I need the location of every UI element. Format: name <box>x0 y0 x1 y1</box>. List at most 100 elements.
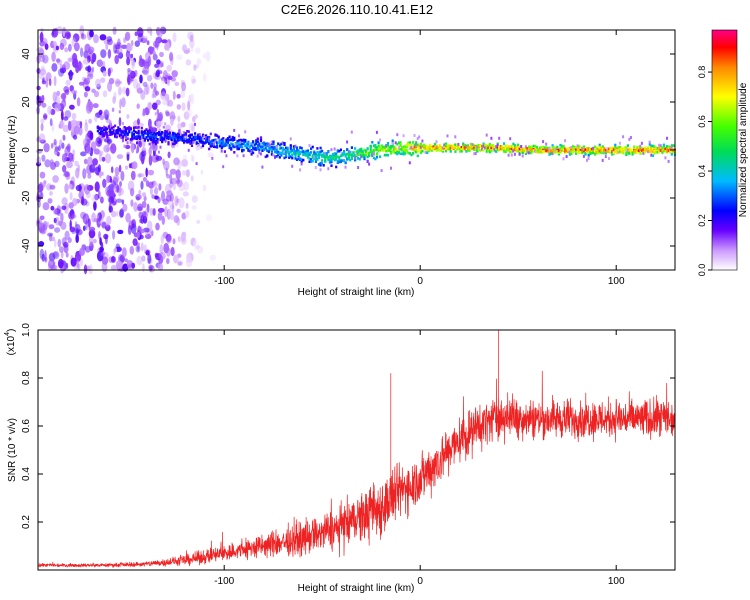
spectrogram-cell <box>219 139 222 142</box>
spectrogram-cell <box>104 153 112 164</box>
spectrogram-cell <box>110 131 114 134</box>
spectrogram-cell <box>42 54 49 64</box>
spectrogram-cell <box>47 198 53 204</box>
spectrogram-cell <box>590 149 593 153</box>
spectrogram-cell <box>622 148 625 151</box>
spectrogram-cell <box>658 143 661 147</box>
spectrogram-cell <box>642 150 645 153</box>
spectrogram-cell <box>473 146 476 149</box>
spectrogram-cell <box>297 149 300 152</box>
spectrogram-cell <box>188 94 192 103</box>
spectrogram-cell <box>155 222 160 231</box>
spectrogram-cell <box>109 120 112 124</box>
spectrogram-cell <box>275 155 278 158</box>
spectrogram-cell <box>418 144 421 148</box>
spectrogram-cell <box>104 126 107 130</box>
spectrogram-cell <box>114 55 118 63</box>
spectrogram-cell <box>208 135 211 139</box>
spectrogram-cell <box>397 146 400 150</box>
spectrogram-cell <box>113 44 117 54</box>
spectrogram-cell <box>321 159 324 162</box>
spectrogram-cell <box>300 158 303 161</box>
spectrogram-cell <box>372 151 375 155</box>
spectrogram-cell <box>562 145 565 148</box>
spectrogram-cell <box>122 247 127 258</box>
spectrogram-cell <box>105 114 109 121</box>
spectrogram-cell <box>100 196 104 204</box>
spectrogram-cell <box>137 32 144 43</box>
spectrogram-cell <box>208 137 211 141</box>
spectrogram-cell <box>280 154 283 157</box>
spectrogram-cell <box>93 238 97 244</box>
spectrogram-cell <box>493 145 496 148</box>
spectrogram-cell <box>140 133 143 136</box>
spectrogram-cell <box>297 151 300 154</box>
spectrogram-cell <box>64 183 69 194</box>
spectrogram-cell <box>82 58 90 65</box>
spectrogram-cell <box>484 146 487 150</box>
spectrogram-cell <box>162 158 165 165</box>
spectrogram-cell <box>310 160 313 163</box>
spectrogram-cell <box>123 133 126 136</box>
spectrogram-cell <box>633 146 636 150</box>
spectrogram-cell <box>509 145 512 148</box>
spectrogram-cell <box>184 139 187 143</box>
spectrogram-cell <box>79 121 83 129</box>
spectrogram-cell <box>575 152 578 155</box>
spectrogram-cell <box>244 130 247 134</box>
spectrogram-cell <box>662 143 665 147</box>
spectrogram-cell <box>597 148 600 151</box>
spectrogram-cell <box>457 147 460 150</box>
spectrogram-cell <box>272 153 275 157</box>
spectrogram-cell <box>61 142 65 149</box>
spectrogram-cell <box>481 147 483 151</box>
spectrogram-cell <box>386 143 390 147</box>
spectrogram-cell <box>568 150 571 154</box>
spectrogram-cell <box>121 137 125 140</box>
spectrogram-cell <box>266 142 269 145</box>
spectrogram-cell <box>476 144 479 148</box>
spectrogram-cell <box>118 127 121 131</box>
spectrogram-cell <box>233 151 236 154</box>
spectrogram-cell <box>449 150 452 153</box>
spectrogram-cell <box>526 150 529 154</box>
spectrogram-cell <box>266 144 269 148</box>
spectrogram-cell <box>358 152 361 156</box>
spectrogram-cell <box>354 158 357 161</box>
spectrogram-cell <box>604 155 607 159</box>
spectrogram-cell <box>203 53 207 59</box>
spectrogram-cell <box>121 135 125 138</box>
spectrogram-cell <box>343 159 346 163</box>
spectrogram-cell <box>211 156 214 160</box>
spectrogram-cell <box>386 153 390 157</box>
spectrogram-cell <box>93 148 100 155</box>
spectrogram-cell <box>68 69 73 81</box>
spectrogram-cell <box>539 149 542 152</box>
spectrogram-cell <box>281 141 284 145</box>
spectrogram-cell <box>499 147 502 150</box>
spectrogram-cell <box>195 135 198 139</box>
spectrogram-cell <box>161 39 168 44</box>
spectrogram-cell <box>135 196 140 201</box>
spectrogram-cell <box>600 149 603 152</box>
spectrogram-cell <box>234 143 237 147</box>
spectrogram-cell <box>382 145 385 149</box>
spectrogram-cell <box>604 152 607 155</box>
spectrogram-cell <box>61 99 67 108</box>
spectrogram-cell <box>152 102 158 110</box>
spectrogram-cell <box>499 145 502 148</box>
spectrogram-cell <box>167 142 170 146</box>
spectrogram-cell <box>241 142 244 146</box>
spectrogram-cell <box>363 148 366 152</box>
spectrogram-cell <box>582 154 585 158</box>
spectrogram-y-tick-label: 0 <box>21 147 32 153</box>
spectrogram-cell <box>250 142 253 145</box>
spectrogram-cell <box>105 235 108 245</box>
spectrogram-cell <box>333 147 336 151</box>
spectrogram-cell <box>211 139 214 143</box>
spectrogram-cell <box>159 51 164 58</box>
spectrogram-cell <box>612 146 615 150</box>
spectrogram-cell <box>490 144 493 147</box>
spectrogram-cell <box>341 154 344 157</box>
spectrogram-cell <box>291 156 294 160</box>
